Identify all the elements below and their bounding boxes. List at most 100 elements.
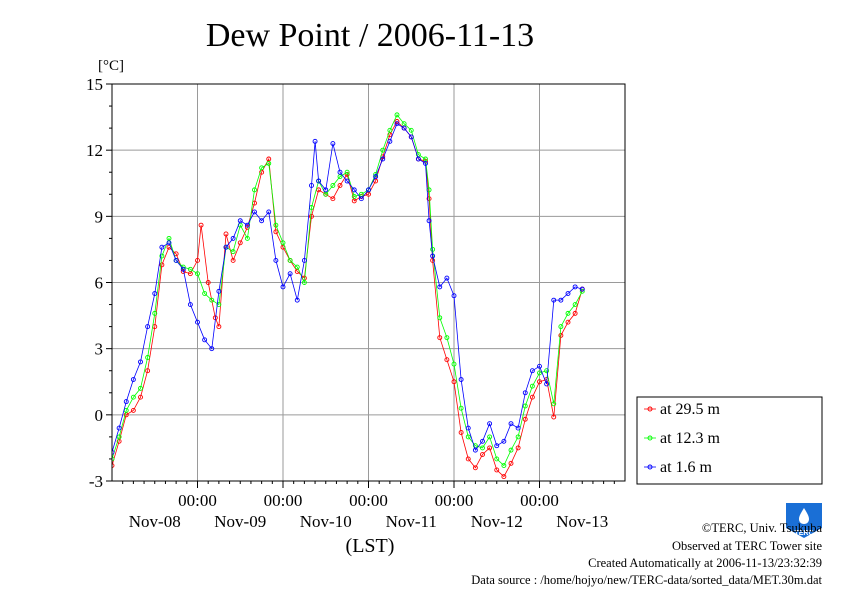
x-day-label: Nov-11 bbox=[386, 512, 437, 531]
x-day-label: Nov-10 bbox=[300, 512, 352, 531]
series-point-2 bbox=[558, 297, 564, 303]
series-point-0 bbox=[112, 463, 115, 469]
series-point-2 bbox=[237, 218, 243, 224]
series-line-2 bbox=[112, 123, 583, 453]
series-point-2 bbox=[472, 447, 478, 453]
series-point-1 bbox=[287, 257, 293, 263]
series-point-2 bbox=[572, 284, 578, 290]
series-point-0 bbox=[138, 394, 143, 400]
data-source-text: Data source : /home/hojyo/new/TERC-data/… bbox=[471, 573, 822, 587]
series-point-2 bbox=[130, 377, 136, 382]
series-point-2 bbox=[426, 218, 432, 224]
series-point-0 bbox=[458, 430, 464, 435]
series-point-0 bbox=[145, 368, 151, 374]
terc-logo: TERC bbox=[786, 503, 822, 538]
series-point-2 bbox=[216, 288, 222, 294]
series-point-1 bbox=[522, 403, 528, 409]
series-point-1 bbox=[145, 355, 151, 360]
series-layer bbox=[112, 112, 585, 480]
legend-marker-2 bbox=[647, 464, 653, 470]
series-point-2 bbox=[287, 271, 293, 277]
series-point-1 bbox=[529, 383, 535, 389]
series-point-2 bbox=[351, 187, 357, 193]
series-point-0 bbox=[237, 240, 243, 246]
series-point-1 bbox=[537, 370, 542, 376]
series-point-2 bbox=[123, 399, 129, 405]
series-point-2 bbox=[187, 302, 193, 308]
series-point-0 bbox=[223, 231, 229, 237]
chart-title: Dew Point / 2006-11-13 bbox=[206, 17, 534, 54]
series-point-2 bbox=[430, 253, 436, 259]
series-point-0 bbox=[487, 445, 493, 451]
series-point-2 bbox=[173, 257, 179, 263]
series-point-1 bbox=[116, 434, 122, 440]
legend-label-1: at 12.3 m bbox=[660, 430, 721, 447]
series-point-0 bbox=[551, 414, 557, 420]
plot-frame bbox=[111, 83, 626, 482]
series-point-1 bbox=[244, 235, 250, 241]
series-point-2 bbox=[180, 266, 186, 272]
series-line-1 bbox=[112, 114, 583, 467]
created-text: Created Automatically at 2006-11-13/23:3… bbox=[588, 556, 822, 570]
series-point-1 bbox=[458, 405, 464, 411]
series-point-0 bbox=[558, 332, 564, 338]
series-point-1 bbox=[209, 297, 215, 303]
series-point-0 bbox=[337, 183, 343, 188]
series-point-1 bbox=[408, 127, 414, 133]
series-point-0 bbox=[426, 196, 432, 202]
series-point-1 bbox=[444, 335, 450, 341]
series-point-2 bbox=[337, 169, 343, 175]
series-point-2 bbox=[515, 425, 521, 431]
series-point-2 bbox=[223, 244, 229, 250]
series-point-1 bbox=[159, 253, 165, 259]
series-point-1 bbox=[280, 240, 286, 246]
series-point-2 bbox=[423, 160, 428, 166]
series-point-2 bbox=[480, 438, 485, 444]
series-point-2 bbox=[195, 319, 200, 325]
series-point-0 bbox=[230, 257, 236, 263]
series-point-2 bbox=[266, 209, 272, 215]
x-day-label: Nov-13 bbox=[556, 512, 608, 531]
series-point-1 bbox=[544, 368, 550, 374]
legend-marker-0 bbox=[647, 406, 653, 412]
series-point-2 bbox=[301, 257, 307, 263]
y-tick-label: 3 bbox=[95, 340, 104, 359]
series-point-1 bbox=[430, 246, 436, 252]
series-point-1 bbox=[565, 310, 571, 316]
series-point-1 bbox=[501, 463, 507, 469]
series-point-2 bbox=[366, 187, 371, 193]
series-point-2 bbox=[415, 156, 421, 162]
series-point-1 bbox=[515, 434, 521, 440]
series-point-2 bbox=[380, 156, 386, 162]
series-point-2 bbox=[437, 284, 443, 290]
y-tick-label: 12 bbox=[86, 141, 103, 160]
series-point-0 bbox=[444, 357, 450, 363]
series-point-1 bbox=[112, 456, 115, 462]
series-point-2 bbox=[544, 381, 550, 387]
x-tick-time-label: 00:00 bbox=[520, 491, 559, 510]
series-point-1 bbox=[294, 264, 300, 270]
x-tick-time-label: 00:00 bbox=[264, 491, 303, 510]
series-point-1 bbox=[380, 147, 386, 153]
series-point-2 bbox=[458, 377, 464, 382]
series-point-0 bbox=[451, 379, 457, 385]
series-point-2 bbox=[280, 284, 286, 290]
y-axis-unit-label: [°C] bbox=[98, 58, 124, 74]
series-point-2 bbox=[259, 218, 265, 224]
series-point-0 bbox=[130, 407, 136, 413]
series-point-2 bbox=[565, 291, 571, 296]
series-point-1 bbox=[230, 249, 236, 255]
series-point-1 bbox=[195, 271, 200, 277]
series-point-1 bbox=[152, 310, 158, 316]
series-point-1 bbox=[480, 445, 485, 451]
series-point-1 bbox=[130, 394, 136, 400]
y-tick-label: 0 bbox=[95, 406, 104, 425]
series-point-1 bbox=[508, 447, 514, 453]
series-point-0 bbox=[515, 445, 521, 451]
series-point-1 bbox=[494, 456, 500, 462]
x-day-label: Nov-12 bbox=[471, 512, 523, 531]
series-point-1 bbox=[252, 187, 257, 193]
series-point-0 bbox=[216, 324, 222, 330]
series-point-2 bbox=[294, 297, 300, 303]
series-point-0 bbox=[508, 460, 514, 466]
